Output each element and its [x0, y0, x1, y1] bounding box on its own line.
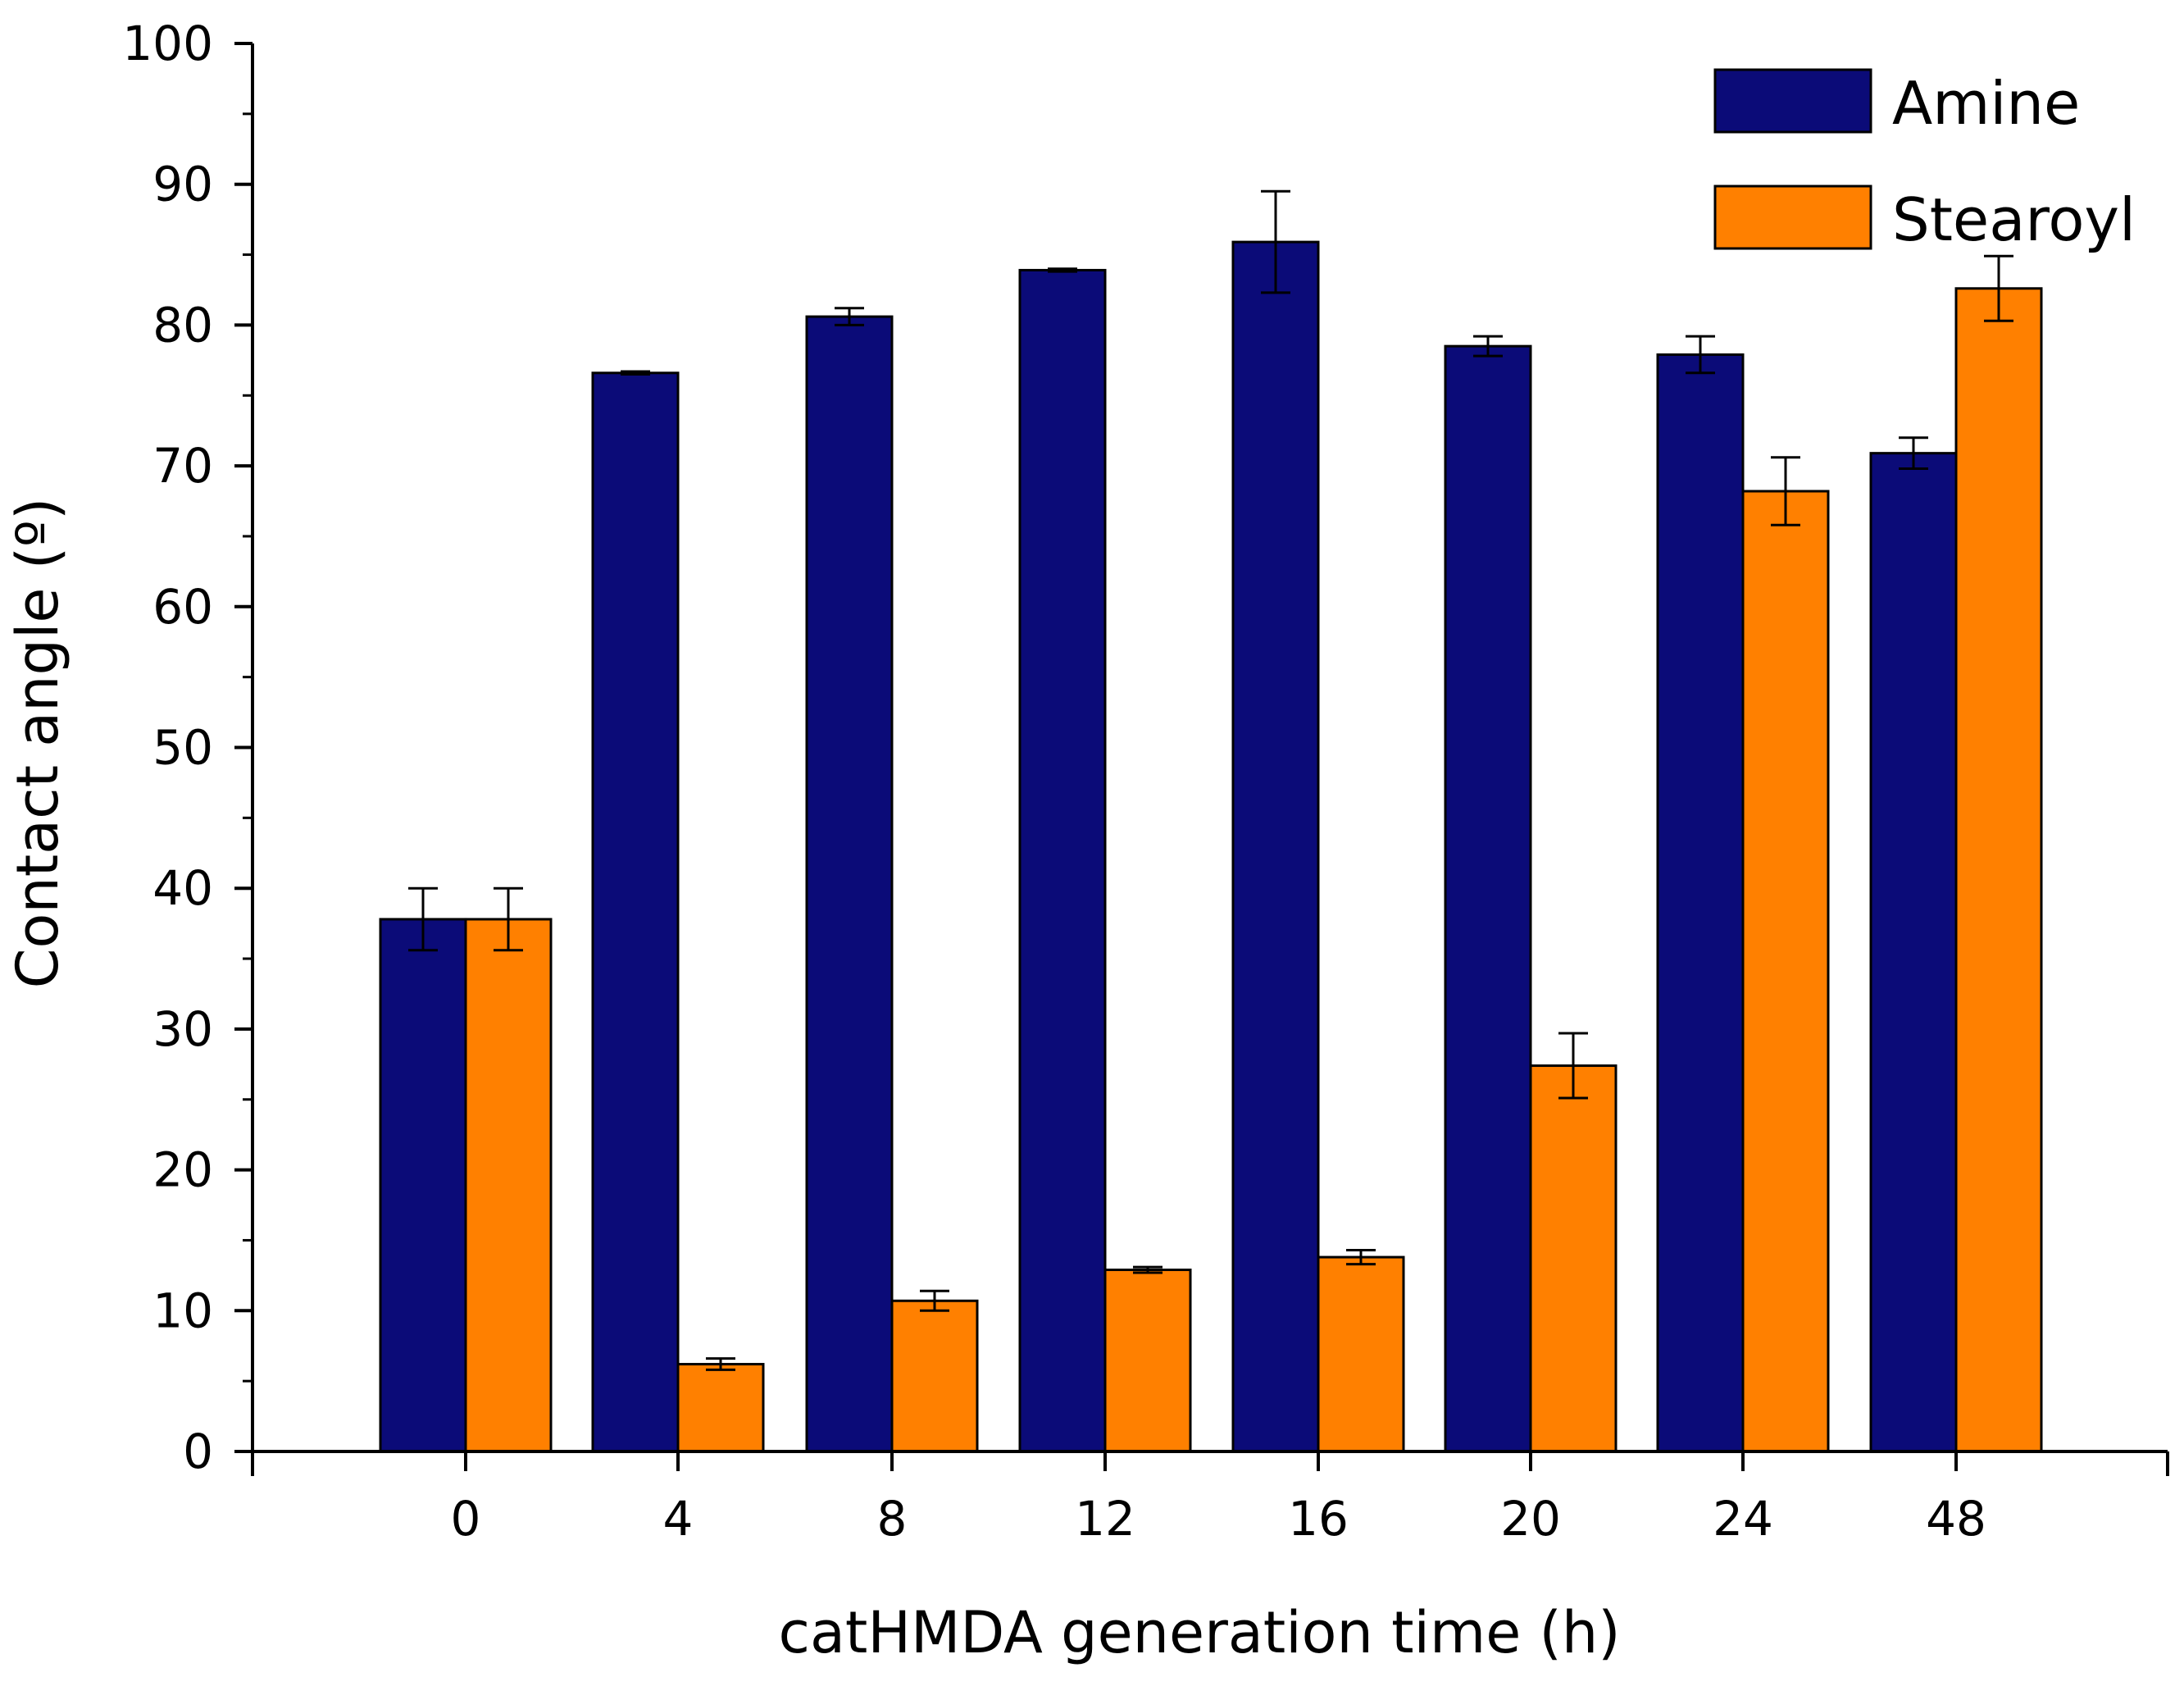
bar-amine-20 — [1444, 344, 1532, 1453]
x-tick-label-20: 20 — [1500, 1491, 1561, 1547]
bar-amine-8 — [805, 315, 894, 1453]
bar-stearoyl-48 — [1954, 287, 2043, 1453]
y-tick-label-90: 90 — [152, 157, 213, 212]
y-tick-label-40: 40 — [152, 860, 213, 916]
x-tick-label-48: 48 — [1926, 1491, 1986, 1547]
legend: Amine Stearoyl — [1713, 68, 2136, 254]
bar-stearoyl-4 — [676, 1363, 765, 1453]
y-tick-label-30: 30 — [152, 1001, 213, 1057]
bars-layer — [379, 189, 2043, 1453]
y-tick-label-0: 0 — [183, 1424, 213, 1479]
bar-stearoyl-0 — [464, 918, 553, 1453]
legend-label-stearoyl: Stearoyl — [1892, 185, 2136, 254]
bar-amine-24 — [1656, 353, 1745, 1453]
x-tick-label-12: 12 — [1075, 1491, 1135, 1547]
y-tick-label-70: 70 — [152, 438, 213, 494]
x-tick-label-4: 4 — [663, 1491, 694, 1547]
bar-stearoyl-8 — [890, 1299, 979, 1453]
y-tick-label-100: 100 — [122, 16, 213, 71]
bar-stearoyl-16 — [1317, 1255, 1405, 1453]
bar-stearoyl-20 — [1529, 1064, 1618, 1453]
y-tick-label-50: 50 — [152, 720, 213, 776]
x-tick-label-16: 16 — [1288, 1491, 1349, 1547]
y-axis-title: Contact angle (º) — [4, 498, 71, 989]
x-tick-label-0: 0 — [451, 1491, 481, 1547]
legend-swatch-stearoyl — [1713, 185, 1872, 250]
bar-amine-4 — [591, 371, 680, 1453]
bar-stearoyl-12 — [1103, 1269, 1192, 1453]
y-tick-label-20: 20 — [152, 1142, 213, 1198]
bar-amine-48 — [1869, 452, 1958, 1453]
bar-stearoyl-24 — [1741, 490, 1830, 1453]
y-tick-label-60: 60 — [152, 579, 213, 635]
legend-label-amine: Amine — [1892, 69, 2080, 138]
x-axis-title: catHMDA generation time (h) — [779, 1599, 1621, 1666]
x-tick-label-24: 24 — [1713, 1491, 1773, 1547]
y-tick-label-80: 80 — [152, 297, 213, 353]
bar-amine-16 — [1231, 240, 1320, 1453]
bar-amine-12 — [1018, 268, 1107, 1453]
legend-swatch-amine — [1713, 68, 1872, 134]
y-tick-label-10: 10 — [152, 1283, 213, 1338]
x-tick-label-8: 8 — [877, 1491, 908, 1547]
bar-amine-0 — [379, 918, 467, 1453]
